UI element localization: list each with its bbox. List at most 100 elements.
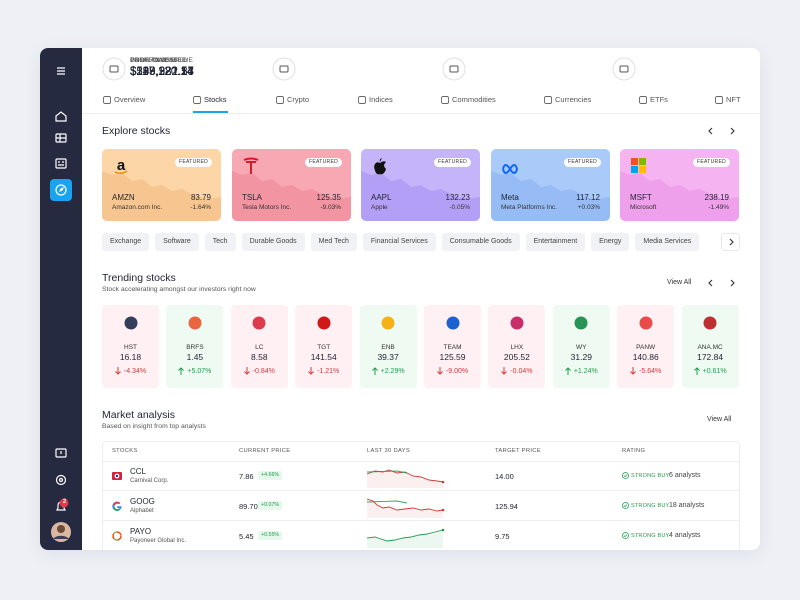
category-chip[interactable]: Energy bbox=[591, 233, 630, 251]
company-logo bbox=[510, 316, 524, 330]
stat-label: TOTAL INVESTED bbox=[130, 57, 188, 64]
tab-icon bbox=[544, 96, 552, 104]
stat-value: $549,322.54 bbox=[130, 66, 194, 78]
company-name: Apple bbox=[371, 204, 388, 211]
badge: FEATURED bbox=[564, 158, 601, 167]
trend-card[interactable]: TEAM 125.59 -9.00% bbox=[424, 305, 481, 388]
table-row[interactable]: GOOG Alphabet 89.70 +0.07% 125.94 STRONG BUY 1… bbox=[102, 491, 740, 521]
tab[interactable]: Indices bbox=[369, 95, 393, 104]
column-header[interactable]: CURRENT PRICE bbox=[239, 448, 291, 454]
category-chip[interactable]: Software bbox=[155, 233, 199, 251]
trend-card[interactable]: ENB 39.37 +2.29% bbox=[359, 305, 417, 388]
tab[interactable]: Overview bbox=[114, 95, 146, 104]
trend-card[interactable]: LHX 205.52 -0.04% bbox=[488, 305, 546, 388]
ticker: BRFS bbox=[186, 344, 204, 351]
divider bbox=[82, 113, 760, 114]
tab[interactable]: Crypto bbox=[287, 95, 310, 104]
view-all[interactable]: View All bbox=[707, 416, 732, 423]
tab[interactable]: Commodities bbox=[452, 95, 496, 104]
trend-card[interactable]: BRFS 1.45 +5.07% bbox=[166, 305, 224, 388]
trend-card[interactable]: HST 16.18 -4.34% bbox=[102, 305, 159, 388]
analyst-count: 6 analysts bbox=[669, 472, 701, 479]
column-header[interactable]: STOCKS bbox=[112, 448, 138, 454]
card-trend bbox=[620, 171, 739, 221]
stock-card[interactable]: FEATURED MSFT Microsoft 238.19 -1.49% bbox=[620, 149, 739, 221]
ticker: ENB bbox=[381, 344, 395, 351]
sidebar-icons bbox=[50, 67, 72, 542]
change-row: +5.07% bbox=[166, 367, 223, 375]
trend-card[interactable]: LC 8.58 -0.84% bbox=[230, 305, 288, 388]
trend-card[interactable]: TGT 141.54 -1.21% bbox=[295, 305, 353, 388]
category-more[interactable] bbox=[721, 233, 740, 251]
table-row[interactable]: PAYO Payoneer Global Inc. 5.45 +0.55% 9.75 ST… bbox=[102, 521, 740, 550]
tab[interactable]: NFT bbox=[726, 95, 741, 104]
change: -1.21% bbox=[317, 367, 340, 375]
arrow-up bbox=[178, 367, 185, 375]
trend-card[interactable]: WY 31.29 +1.24% bbox=[552, 305, 610, 388]
target-price: 125.94 bbox=[495, 502, 518, 511]
change: +0.03% bbox=[577, 204, 600, 211]
ticker: TGT bbox=[317, 344, 331, 351]
category-chip[interactable]: Media Services bbox=[635, 233, 700, 251]
stat-value: $193,281.23 bbox=[130, 66, 194, 78]
rating: STRONG BUY bbox=[631, 533, 670, 539]
price: 125.59 bbox=[439, 352, 466, 362]
change: -1.49% bbox=[708, 204, 729, 211]
category-chip[interactable]: Durable Goods bbox=[241, 233, 305, 251]
stock-card[interactable]: FEATURED TSLA Tesla Motors Inc. 125.35 -9.03… bbox=[232, 149, 351, 221]
tab-icon bbox=[276, 96, 284, 104]
category-chip[interactable]: Financial Services bbox=[362, 233, 436, 251]
price: 31.29 bbox=[570, 352, 592, 362]
change-row: +1.24% bbox=[553, 367, 610, 375]
trend-card[interactable]: ANA.MC 172.84 +0.61% bbox=[681, 305, 739, 388]
ticker: GOOG bbox=[130, 497, 155, 506]
company-name: Meta Platforms Inc. bbox=[501, 204, 557, 211]
category-chip[interactable]: Exchange bbox=[102, 233, 150, 251]
price: 5.45 bbox=[239, 532, 254, 541]
tab-icon bbox=[639, 96, 647, 104]
category-chip[interactable]: Med Tech bbox=[310, 233, 357, 251]
company-name: Microsoft bbox=[630, 204, 657, 211]
price: 7.86 bbox=[239, 472, 254, 481]
tab[interactable]: Currencies bbox=[555, 95, 592, 104]
tab-icon bbox=[193, 96, 201, 104]
view-all[interactable]: View All bbox=[667, 279, 692, 286]
column-header[interactable]: LAST 30 DAYS bbox=[367, 448, 411, 454]
change: +1.24% bbox=[573, 367, 598, 375]
change-chip: +4.66% bbox=[258, 471, 283, 480]
tab-underline bbox=[193, 111, 228, 113]
next-arrow bbox=[730, 127, 735, 135]
stock-card[interactable]: FEATURED AAPL Apple 132.23 -0.05% bbox=[361, 149, 480, 221]
sparkline bbox=[367, 528, 445, 548]
change-chip: +0.07% bbox=[258, 501, 283, 510]
column-header[interactable]: TARGET PRICE bbox=[495, 448, 541, 454]
company-logo bbox=[112, 531, 122, 541]
change: -0.84% bbox=[252, 367, 275, 375]
tab[interactable]: ETFs bbox=[650, 95, 668, 104]
tab[interactable]: Stocks bbox=[204, 95, 227, 104]
company-name: Amazon.com Inc. bbox=[112, 204, 163, 211]
category-chip[interactable]: Consumable Goods bbox=[441, 233, 520, 251]
arrow-up bbox=[371, 367, 378, 375]
rating: STRONG BUY bbox=[631, 503, 670, 509]
category-chip[interactable]: Entertainment bbox=[525, 233, 586, 251]
company-name: Carnival Corp. bbox=[130, 478, 169, 484]
ticker: LC bbox=[255, 344, 264, 351]
rating: STRONG BUY bbox=[631, 473, 670, 479]
main-content: CASH AVAILABLE $193,281.23 TOTAL INVESTED $… bbox=[82, 48, 760, 550]
ticker: WY bbox=[576, 344, 587, 351]
category-chip[interactable]: Tech bbox=[204, 233, 236, 251]
badge: FEATURED bbox=[175, 158, 212, 167]
ticker: AAPL bbox=[371, 193, 392, 202]
analyst-count: 18 analysts bbox=[669, 502, 705, 509]
ticker: PANW bbox=[636, 344, 656, 351]
company-logo bbox=[381, 316, 395, 330]
column-header[interactable]: RATING bbox=[622, 448, 646, 454]
rating-icon bbox=[622, 472, 629, 479]
company-logo bbox=[188, 316, 202, 330]
table-row[interactable]: CCL Carnival Corp. 7.86 +4.66% 14.00 STRONG B… bbox=[102, 461, 740, 491]
stock-card[interactable]: FEATURED Meta Meta Platforms Inc. 117.12 +0.… bbox=[491, 149, 610, 221]
trend-card[interactable]: PANW 140.86 -5.64% bbox=[617, 305, 675, 388]
stock-card[interactable]: a FEATURED AMZN Amazon.com Inc. 83.79 -1.64% bbox=[102, 149, 221, 221]
